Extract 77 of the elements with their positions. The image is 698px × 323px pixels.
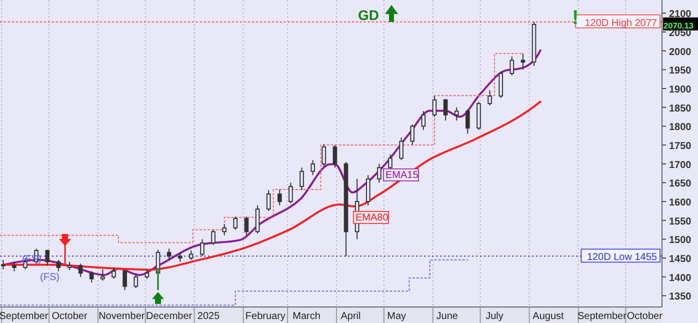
y-tick-label: 1900 (669, 84, 692, 96)
y-tick-label: 1350 (669, 292, 692, 303)
x-tick-label: February (245, 311, 286, 322)
candlestick (288, 182, 293, 204)
x-tick-label: May (387, 311, 406, 322)
candlestick (421, 110, 426, 130)
candlestick (454, 106, 459, 122)
series-label: EMA15 (386, 170, 419, 181)
x-tick-label: August (532, 311, 564, 322)
x-tick-label: October (626, 311, 664, 322)
x-tick-label: June (436, 311, 458, 322)
candlestick (222, 224, 227, 236)
candlestick (332, 144, 338, 168)
candlestick (45, 249, 50, 266)
candlestick (233, 216, 238, 230)
x-tick-label: July (486, 311, 504, 322)
annotation: 2070.13 (664, 20, 694, 30)
x-tick-label: October (52, 311, 88, 322)
x-tick-label: September (578, 311, 628, 322)
y-tick-label: 1600 (669, 198, 692, 209)
candlestick (178, 252, 182, 262)
candlestick (322, 144, 326, 166)
candlestick (510, 56, 514, 76)
candlestick (78, 263, 83, 278)
candlestick (189, 250, 194, 260)
candlestick (432, 95, 437, 118)
candlestick (200, 238, 204, 257)
x-tick-label: December (146, 311, 193, 322)
line-series (2, 100, 542, 271)
candlestick (488, 90, 492, 106)
y-tick-label: 2050 (669, 28, 692, 40)
candlestick (399, 136, 404, 161)
candlestick (266, 190, 271, 212)
x-tick-label: March (292, 311, 320, 322)
annotation: (FS) (22, 254, 42, 265)
candlestick (255, 204, 260, 234)
y-tick-label: 1950 (669, 66, 692, 77)
candlestick (1, 259, 6, 270)
candlestick (410, 124, 415, 146)
x-tick-label: September (0, 311, 49, 322)
candlestick (300, 167, 304, 191)
candlestick (211, 229, 216, 246)
y-tick-label: 2100 (669, 9, 692, 20)
candlestick (56, 259, 61, 272)
candlestick (112, 266, 116, 280)
candlestick (12, 261, 16, 272)
y-tick-label: 1550 (669, 216, 692, 228)
candlestick (244, 216, 249, 236)
x-tick-label: November (98, 311, 146, 322)
candlestick (122, 270, 127, 291)
y-tick-label: 1500 (669, 235, 692, 246)
x-tick-label: 2025 (197, 311, 220, 322)
ref-line-label: 120D Low 1455 (586, 252, 658, 264)
series-label: EMA80 (355, 212, 389, 224)
y-tick-label: 1450 (669, 254, 692, 266)
candlestick (277, 188, 282, 206)
y-tick-label: 1650 (669, 178, 692, 190)
annotation: (FS) (40, 272, 60, 283)
y-tick-label: 1700 (669, 160, 692, 171)
candlestick (166, 248, 172, 260)
candlestick (466, 108, 470, 134)
candlestick (498, 71, 504, 98)
candlestick (443, 98, 448, 122)
x-tick-label: April (340, 311, 361, 322)
candlestick (100, 268, 105, 282)
annotation: GD (358, 7, 379, 23)
y-tick-label: 2000 (669, 46, 692, 58)
y-tick-label: 1800 (669, 122, 692, 134)
candlestick (134, 272, 138, 289)
y-tick-label: 1400 (669, 272, 692, 284)
candlestick (366, 174, 370, 206)
candlestick (144, 268, 150, 280)
candlestick (310, 160, 315, 176)
ref-line-label: 120D High 2077 (584, 18, 658, 29)
y-tick-label: 1750 (669, 141, 692, 152)
y-tick-label: 1850 (669, 103, 692, 114)
candlestick (89, 270, 94, 284)
